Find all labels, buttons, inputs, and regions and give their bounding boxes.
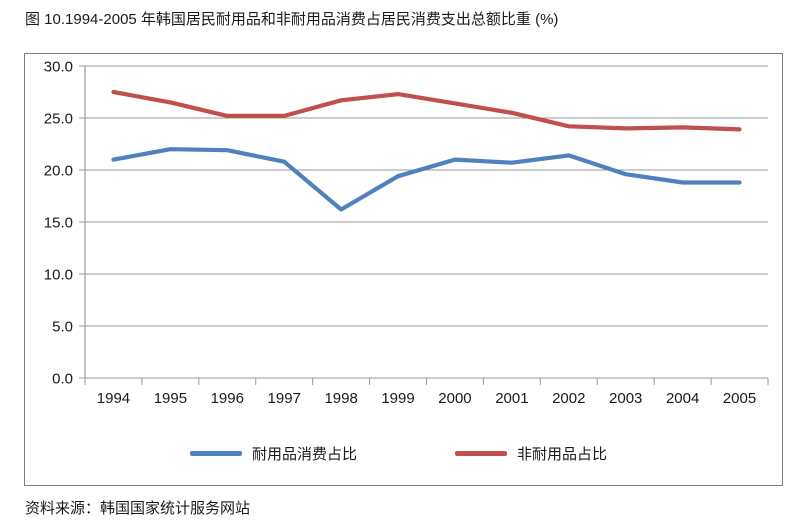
y-tick-label: 15.0: [44, 215, 73, 232]
series-line-0: [111, 147, 742, 212]
x-tick-label: 2004: [666, 390, 699, 407]
y-tick-label: 30.0: [44, 59, 73, 76]
chart-frame: 0.0 5.0 10.0 15.0 20.0 25.0 30.0 1994 1995 1996 19…: [24, 53, 783, 486]
legend-item-nondurable: 非耐用品占比: [455, 443, 607, 464]
source-note: 资料来源：韩国国家统计服务网站: [25, 500, 251, 517]
x-tick-label: 1999: [381, 390, 414, 407]
y-tick-label: 5.0: [52, 319, 73, 336]
x-tick-label: 1998: [324, 390, 357, 407]
chart-title: 图 10.1994-2005 年韩国居民耐用品和非耐用品消费占居民消费支出总额比…: [25, 11, 559, 28]
legend-line-nondurable: [455, 451, 508, 456]
y-tick-label: 20.0: [44, 163, 73, 180]
legend-label-nondurable: 非耐用品占比: [517, 446, 608, 463]
x-tick-label: 1996: [211, 390, 244, 407]
legend-label-durable: 耐用品消费占比: [252, 446, 358, 463]
x-tick-label: 2000: [438, 390, 471, 407]
x-tick-label: 2001: [495, 390, 528, 407]
y-tick-label: 25.0: [44, 111, 73, 128]
legend-item-durable: 耐用品消费占比: [190, 443, 357, 464]
x-tick-label: 1997: [268, 390, 301, 407]
x-tick-label: 1995: [154, 390, 187, 407]
legend-line-durable: [190, 451, 242, 456]
chart-legend: 耐用品消费占比 非耐用品占比: [190, 443, 607, 464]
y-tick-label: 10.0: [44, 267, 73, 284]
x-tick-label: 2002: [552, 390, 585, 407]
x-tick-label: 1994: [97, 390, 130, 407]
y-tick-label: 0.0: [52, 371, 73, 388]
x-tick-label: 2003: [609, 390, 642, 407]
series-line-1: [111, 89, 742, 132]
line-chart-plot: 0.0 5.0 10.0 15.0 20.0 25.0 30.0 1994 1995 1996 19…: [44, 59, 769, 407]
x-tick-label: 2005: [723, 390, 756, 407]
